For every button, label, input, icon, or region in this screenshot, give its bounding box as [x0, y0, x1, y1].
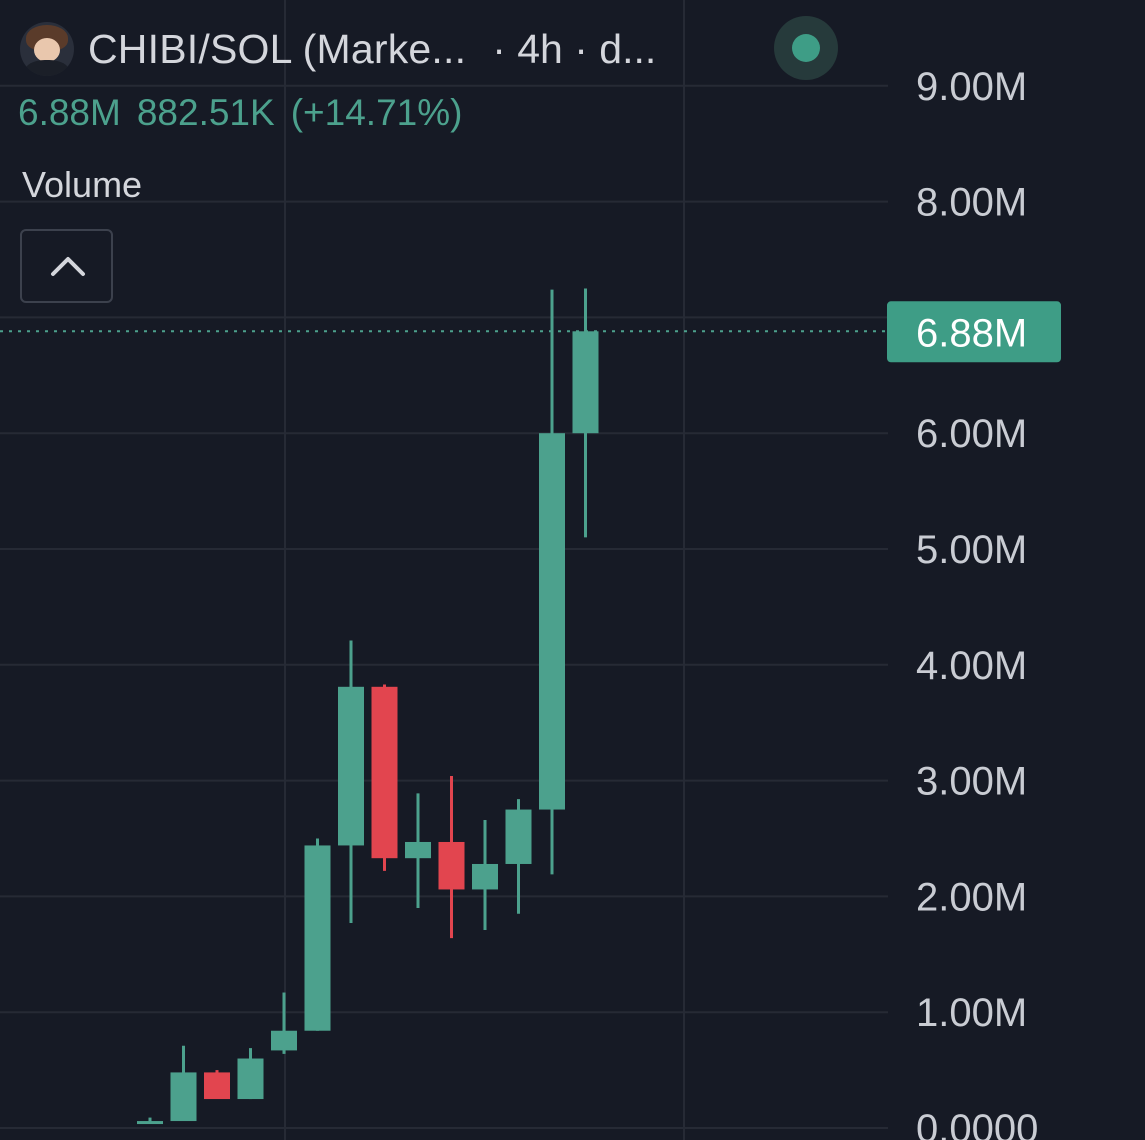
y-tick-label: 2.00M	[916, 875, 1027, 919]
y-tick-label: 8.00M	[916, 181, 1027, 225]
candle-body[interactable]	[237, 1058, 264, 1100]
symbol-legend[interactable]: CHIBI/SOL (Marke... · 4h · d...	[20, 18, 656, 80]
candle-body[interactable]	[405, 841, 431, 859]
ohlc-values: 6.88M 882.51K (+14.71%)	[18, 92, 478, 134]
y-tick-label: 3.00M	[916, 760, 1027, 804]
change-value: 882.51K	[136, 92, 275, 133]
y-tick-label: 0.0000	[916, 1107, 1038, 1140]
candle-body[interactable]	[539, 433, 565, 810]
symbol-title[interactable]: CHIBI/SOL (Marke...	[88, 25, 467, 72]
y-tick-label: 6.00M	[916, 412, 1027, 456]
last-price-badge[interactable]	[887, 301, 1061, 363]
candle-body[interactable]	[505, 809, 532, 864]
candle-body[interactable]	[338, 686, 364, 846]
y-tick-label: 4.00M	[916, 644, 1027, 688]
close-value: 6.88M	[18, 92, 121, 133]
candle-body[interactable]	[371, 686, 398, 859]
candle-body[interactable]	[472, 863, 498, 890]
candle-body[interactable]	[572, 331, 599, 434]
volume-label[interactable]: Volume	[22, 164, 143, 205]
chevron-up-icon	[51, 257, 85, 276]
collapse-legend-button[interactable]	[20, 229, 113, 303]
candle-body[interactable]	[170, 1072, 197, 1122]
change-percent: (+14.71%)	[290, 92, 463, 133]
candle-body[interactable]	[137, 1121, 163, 1125]
candle-body[interactable]	[304, 845, 331, 1031]
candle-body[interactable]	[438, 841, 465, 890]
candle-body[interactable]	[271, 1030, 297, 1051]
live-dot-icon	[792, 34, 820, 62]
candle-body[interactable]	[204, 1072, 230, 1100]
last-price-label: 6.88M	[916, 311, 1027, 355]
interval-label[interactable]: · 4h · d...	[492, 25, 657, 72]
y-tick-label: 5.00M	[916, 528, 1027, 572]
user-avatar-icon	[20, 22, 74, 76]
y-tick-label: 1.00M	[916, 991, 1027, 1035]
live-indicator[interactable]	[774, 16, 838, 80]
y-tick-label: 9.00M	[916, 65, 1027, 109]
